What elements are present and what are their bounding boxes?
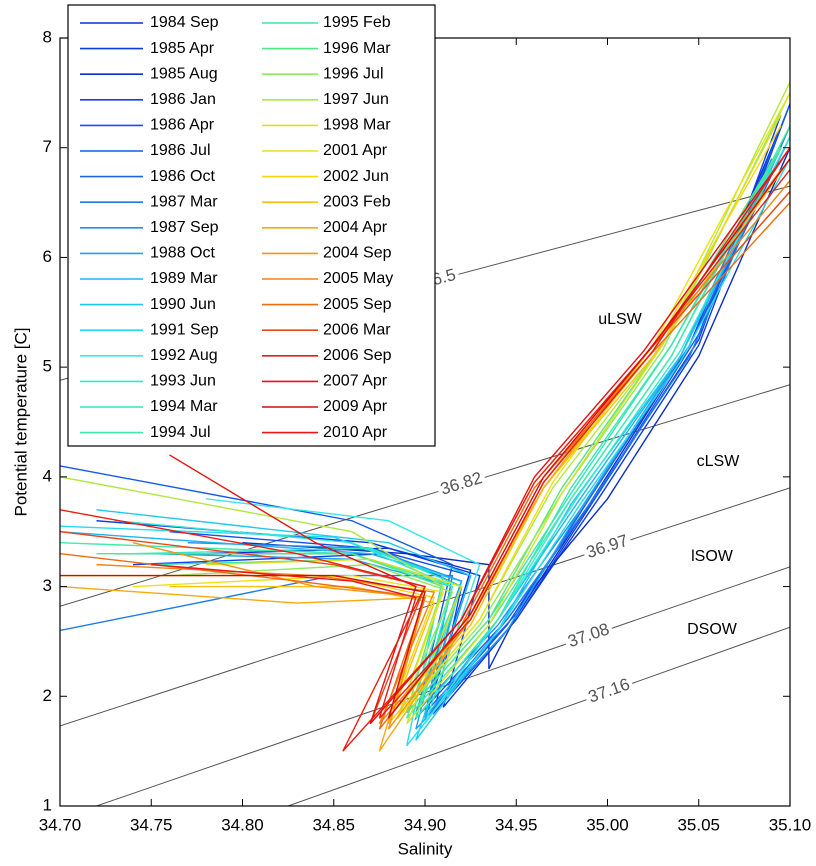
legend-label: 1994 Mar (150, 398, 218, 415)
isopycnal-label-group: 36.97 (581, 530, 634, 565)
legend-label: 2006 Sep (323, 347, 392, 364)
profile-line (169, 147, 790, 725)
y-tick-label: 5 (43, 357, 52, 376)
legend-label: 1989 Mar (150, 270, 218, 287)
profile-line (60, 158, 790, 719)
water-mass-label: DSOW (687, 621, 738, 638)
isopycnal (96, 566, 790, 806)
legend-label: 1991 Sep (150, 321, 219, 338)
profile-line (132, 92, 790, 719)
legend-label: 2005 Sep (323, 296, 392, 313)
legend-label: 1993 Jun (150, 373, 216, 390)
legend-label: 1985 Aug (150, 65, 218, 82)
legend-label: 1987 Sep (150, 219, 219, 236)
y-tick-label: 4 (43, 466, 52, 485)
water-mass-label: cLSW (697, 453, 741, 470)
legend-label: 2001 Apr (323, 142, 388, 159)
x-tick-label: 34.95 (495, 815, 538, 834)
y-tick-label: 3 (43, 576, 52, 595)
legend-label: 1990 Jun (150, 296, 216, 313)
legend-label: 1987 Mar (150, 193, 218, 210)
profile-line (60, 158, 790, 747)
isopycnal-label-group: 37.16 (583, 673, 636, 710)
water-mass-label: uLSW (598, 311, 642, 328)
isopycnal-label-bg (562, 618, 616, 654)
legend-label: 2010 Apr (323, 424, 388, 441)
y-tick-label: 6 (43, 247, 52, 266)
y-tick-label: 8 (43, 27, 52, 46)
y-tick-label: 2 (43, 686, 52, 705)
isopycnal-label-group: 36.82 (435, 467, 488, 502)
axes: 34.70 34.75 34.80 34.85 34.90 34.95 35.00 35.05… (39, 27, 812, 834)
x-tick-label: 34.90 (404, 815, 447, 834)
legend-label: 1986 Jul (150, 142, 211, 159)
legend-label: 2003 Feb (323, 193, 391, 210)
profile-line (96, 147, 782, 741)
legend-label: 1997 Jun (323, 91, 389, 108)
x-tick-label: 35.10 (769, 815, 812, 834)
x-tick-label: 34.75 (130, 815, 173, 834)
legend-label: 1986 Oct (150, 168, 215, 185)
x-tick-label: 34.80 (221, 815, 264, 834)
isopycnal-label-group: 37.08 (562, 618, 616, 654)
legend-box (67, 4, 436, 447)
y-axis-label: Potential temperature [C] (11, 328, 30, 517)
legend-label: 2004 Apr (323, 219, 388, 236)
legend-label: 1996 Jul (323, 65, 384, 82)
legend-label: 1994 Jul (150, 424, 211, 441)
profile-line (96, 103, 790, 708)
legend-label: 2007 Apr (323, 373, 388, 390)
legend-label: 1984 Sep (150, 14, 219, 31)
legend-label: 2006 Mar (323, 321, 391, 338)
legend-label: 1988 Oct (150, 245, 215, 262)
isopycnal-label-bg (435, 467, 488, 502)
isopycnal-label-bg (581, 530, 634, 565)
legend-label: 2005 May (323, 270, 393, 287)
legend-label: 1986 Apr (150, 117, 215, 134)
profile-line (205, 114, 782, 725)
legend-label: 1986 Jan (150, 91, 216, 108)
profile-line (151, 147, 790, 719)
legend-label: 1995 Feb (323, 14, 391, 31)
x-tick-label: 35.05 (677, 815, 720, 834)
legend-label: 1998 Mar (323, 117, 391, 134)
x-axis-label: Salinity (398, 839, 453, 858)
isopycnal (60, 487, 790, 727)
profile-line (169, 92, 790, 719)
y-tick-label: 1 (43, 795, 52, 814)
legend-label: 1992 Aug (150, 347, 218, 364)
x-tick-label: 34.85 (312, 815, 355, 834)
legend-label: 1985 Apr (150, 40, 215, 57)
isopycnal (287, 626, 790, 806)
legend-label: 1996 Mar (323, 40, 391, 57)
x-tick-label: 34.70 (39, 815, 82, 834)
legend: 1984 Sep 1985 Apr 1985 Aug 1986 Jan 1986 Apr… (67, 4, 436, 447)
x-tick-label: 35.00 (586, 815, 629, 834)
y-tick-label: 7 (43, 137, 52, 156)
legend-label: 2009 Apr (323, 398, 388, 415)
legend-label: 2002 Jun (323, 168, 389, 185)
water-mass-label: lSOW (691, 548, 734, 565)
legend-label: 2004 Sep (323, 245, 392, 262)
isopycnal-label-bg (583, 673, 636, 710)
